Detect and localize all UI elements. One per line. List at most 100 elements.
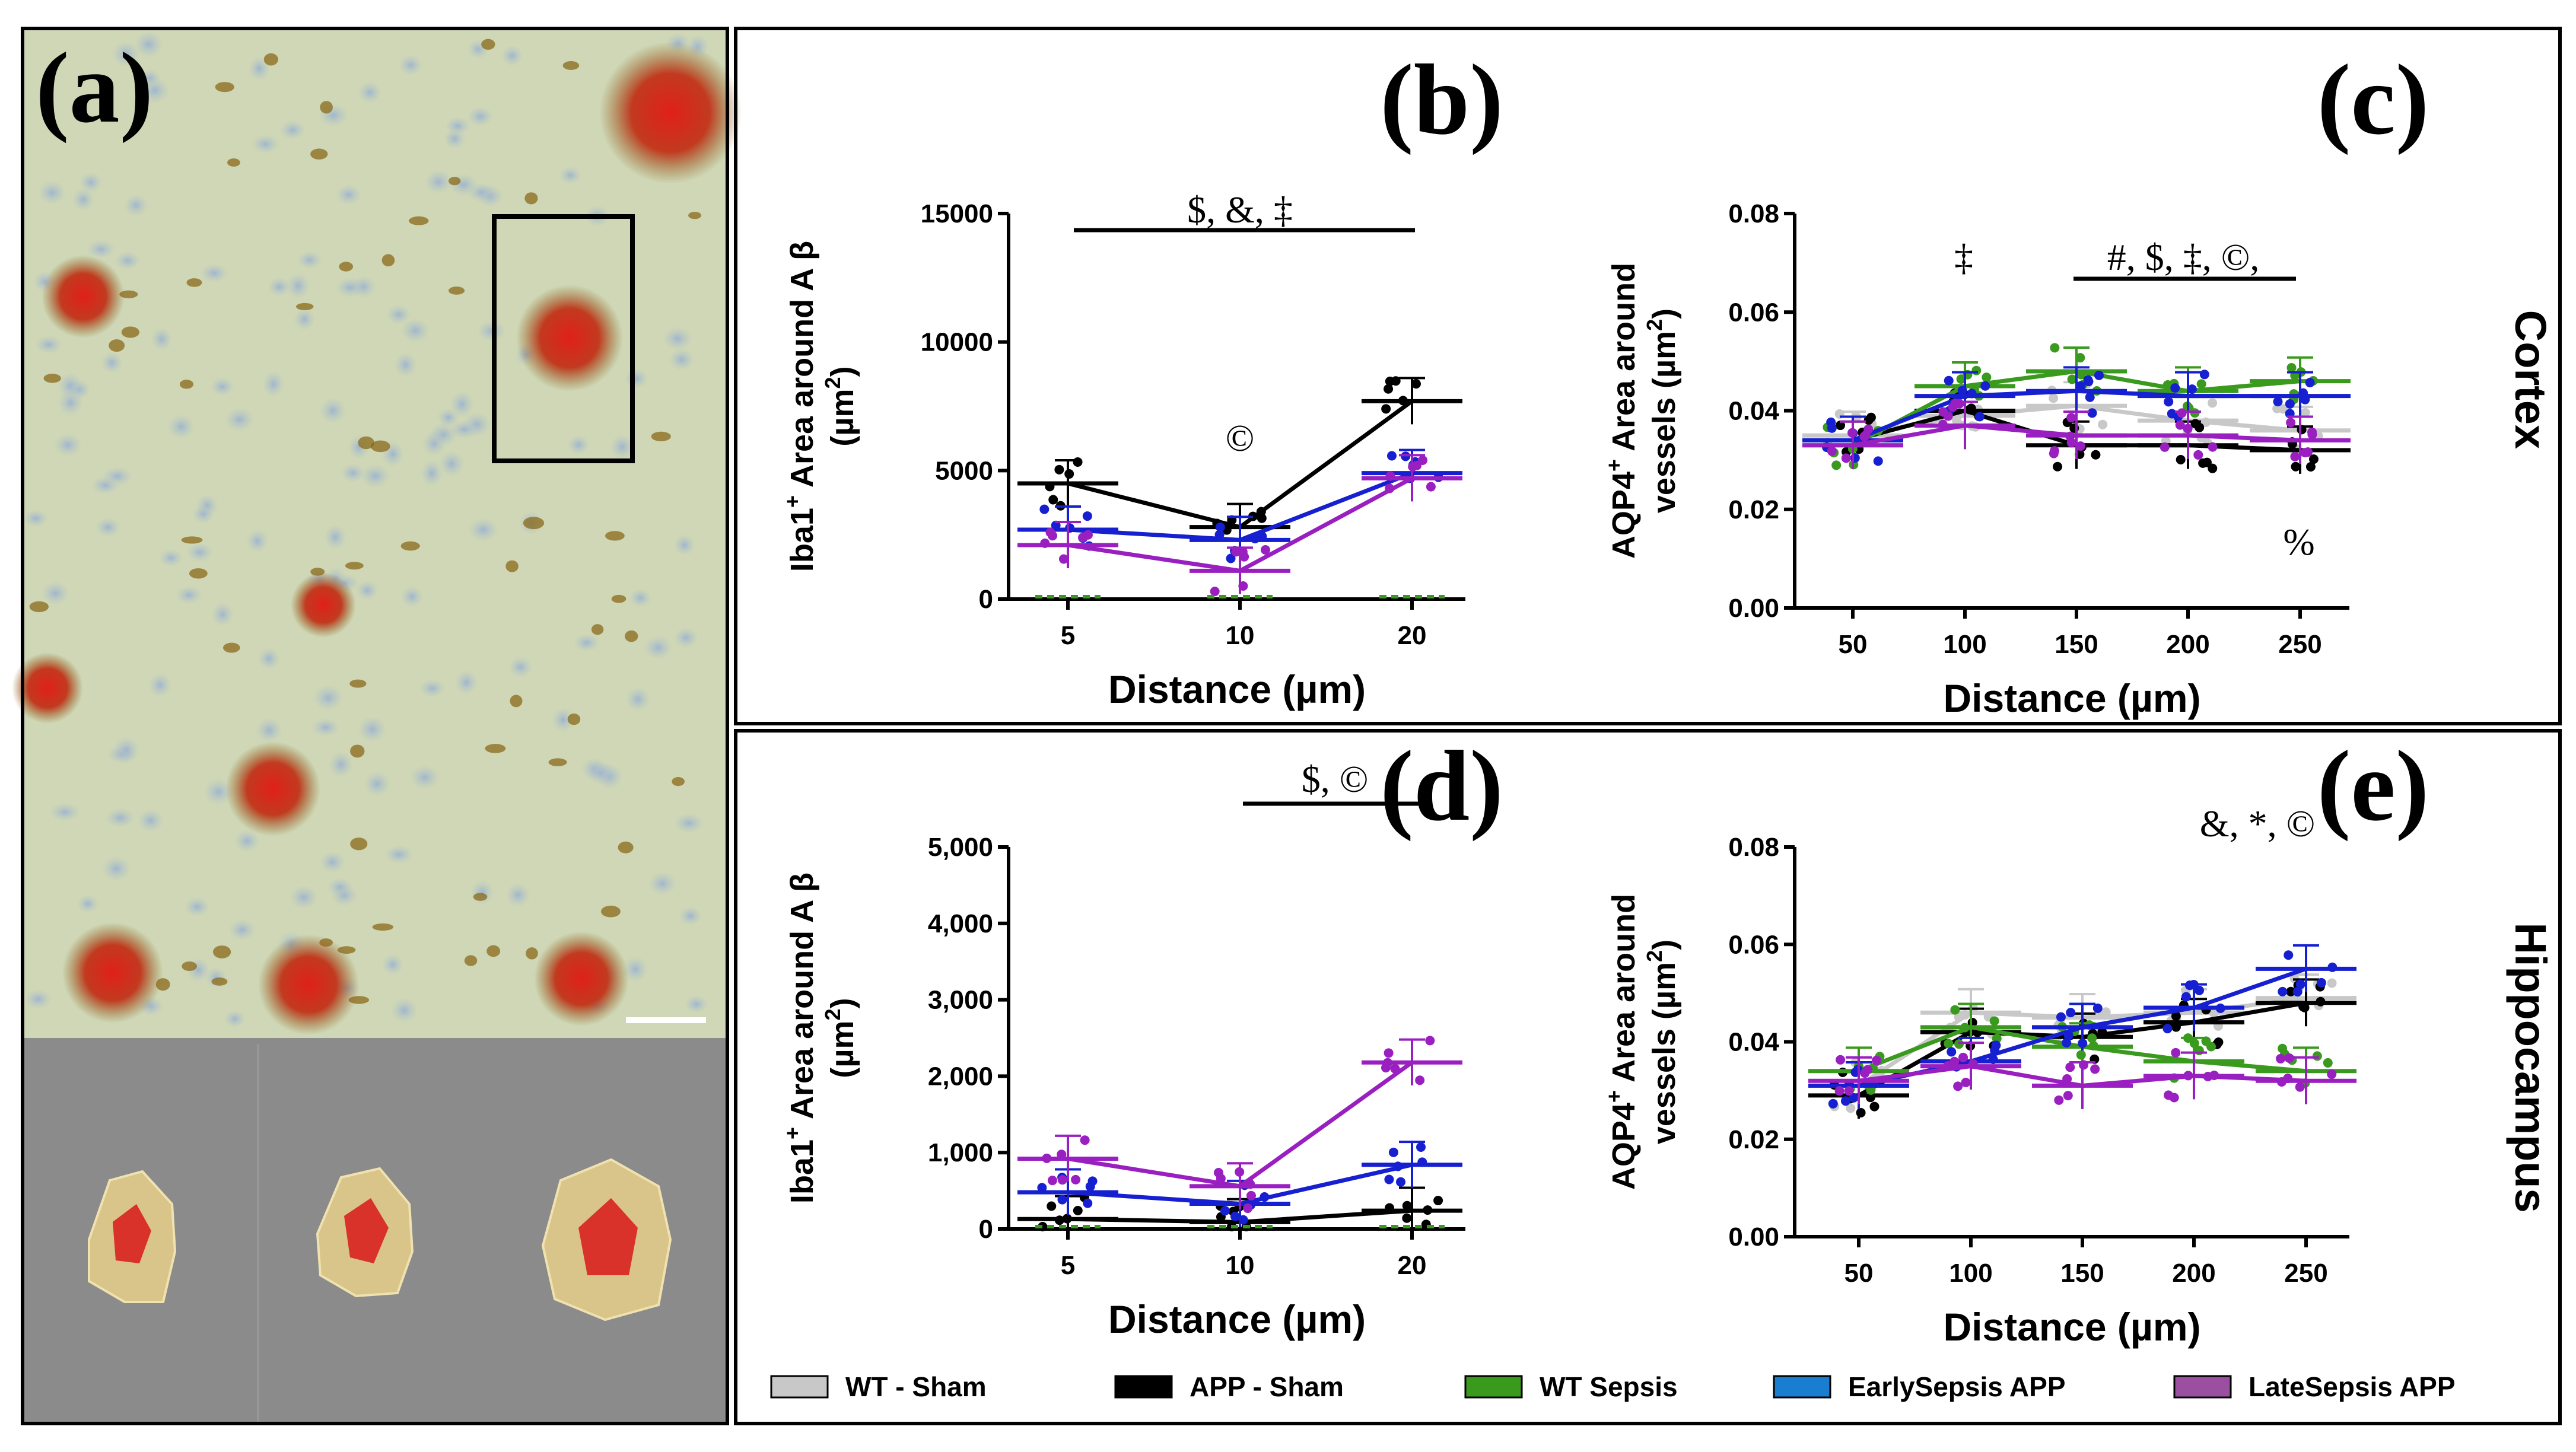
data-point bbox=[1982, 372, 1992, 383]
cell-nucleus bbox=[49, 803, 81, 822]
data-point bbox=[2075, 441, 2085, 451]
cell-nucleus bbox=[186, 542, 214, 562]
data-point bbox=[1231, 547, 1241, 557]
cell-nucleus bbox=[53, 433, 82, 457]
x-tick-label: 150 bbox=[2060, 1259, 2104, 1288]
data-point bbox=[1423, 1205, 1433, 1215]
data-point bbox=[2079, 1060, 2089, 1070]
data-point bbox=[2300, 448, 2310, 458]
data-point bbox=[1087, 1176, 1098, 1186]
chart-c: 0.00 0.02 0.04 0.06 0.08 50 100 150 200 250 Distan… bbox=[1602, 44, 2429, 720]
data-point bbox=[2170, 383, 2180, 393]
data-point bbox=[1961, 1078, 1971, 1088]
microglia-cell bbox=[339, 262, 354, 272]
cell-nucleus bbox=[419, 679, 446, 698]
amyloid-plaque bbox=[291, 572, 356, 638]
data-point bbox=[1408, 461, 1418, 472]
amyloid-plaque bbox=[599, 42, 742, 184]
data-point bbox=[2085, 392, 2095, 402]
cell-nucleus bbox=[390, 997, 418, 1024]
cell-nucleus bbox=[409, 765, 440, 790]
cell-nucleus bbox=[224, 1010, 246, 1028]
y-tick-label: 0 bbox=[979, 585, 993, 614]
legend-label: WT - Sham bbox=[845, 1371, 987, 1402]
microglia-cell bbox=[358, 436, 374, 450]
cell-nucleus bbox=[454, 670, 478, 695]
data-point bbox=[1958, 1052, 1968, 1062]
data-point bbox=[1836, 1055, 1846, 1065]
data-point bbox=[2290, 451, 2300, 461]
data-point bbox=[2090, 1064, 2100, 1074]
data-point bbox=[2298, 1002, 2308, 1012]
data-point bbox=[1384, 1174, 1394, 1184]
cell-nucleus bbox=[467, 106, 494, 127]
data-point bbox=[2285, 399, 2295, 409]
hippocampus-frame bbox=[734, 729, 2562, 1425]
microglia-cell bbox=[611, 594, 626, 603]
data-point bbox=[2199, 370, 2209, 380]
microglia-cell bbox=[370, 440, 390, 453]
x-tick-label: 150 bbox=[2055, 630, 2098, 659]
data-point bbox=[2298, 388, 2308, 398]
cell-nucleus bbox=[622, 956, 648, 983]
cell-nuclei-texture bbox=[23, 30, 709, 1028]
series-latesepsis-app bbox=[1808, 1042, 2356, 1109]
data-point bbox=[2098, 419, 2108, 429]
data-point bbox=[1425, 1036, 1435, 1046]
x-tick-label: 200 bbox=[2166, 630, 2209, 659]
data-point bbox=[1866, 412, 1876, 422]
region-label-cortex: Cortex bbox=[2506, 310, 2555, 449]
cell-nucleus bbox=[294, 308, 316, 330]
microglia-cell bbox=[548, 758, 567, 766]
cell-nucleus bbox=[285, 272, 310, 300]
legend-item: LateSepsis APP bbox=[2173, 1371, 2456, 1402]
y-tick-label: 10000 bbox=[921, 328, 993, 357]
data-point bbox=[1950, 399, 1960, 409]
cell-nucleus bbox=[115, 251, 141, 270]
data-point bbox=[1950, 1005, 1960, 1015]
panel-a-letter: (a) bbox=[36, 32, 153, 144]
microglia-cell bbox=[523, 517, 545, 530]
cell-nucleus bbox=[468, 517, 498, 542]
data-point bbox=[1938, 419, 1948, 429]
data-point bbox=[1082, 511, 1092, 521]
cell-nucleus bbox=[335, 277, 365, 298]
legend-swatch bbox=[1773, 1375, 1831, 1399]
cell-nucleus bbox=[175, 585, 203, 605]
data-point bbox=[1040, 538, 1050, 548]
data-point bbox=[1381, 404, 1391, 414]
data-point bbox=[2164, 397, 2174, 407]
data-point bbox=[2327, 962, 2338, 972]
data-point bbox=[1989, 1016, 1999, 1026]
legend-label: APP - Sham bbox=[1190, 1371, 1344, 1402]
cortex-frame bbox=[734, 27, 2562, 725]
data-point bbox=[1384, 1048, 1394, 1058]
significance-label: $, &, ‡ bbox=[1187, 189, 1293, 231]
data-point bbox=[1390, 1063, 1400, 1074]
data-point bbox=[2316, 996, 2326, 1007]
data-point bbox=[2076, 370, 2087, 380]
x-tick-label: 10 bbox=[1226, 1251, 1255, 1280]
data-point bbox=[2278, 1043, 2288, 1053]
panel-a: (a) bbox=[12, 27, 742, 1425]
data-point bbox=[1828, 1098, 1838, 1109]
data-point bbox=[1856, 1107, 1866, 1117]
cell-nucleus bbox=[340, 463, 365, 483]
microglia-cell bbox=[618, 841, 634, 854]
data-point bbox=[1220, 1206, 1230, 1216]
data-point bbox=[2087, 1033, 2097, 1043]
cell-nucleus bbox=[356, 580, 379, 601]
cell-nucleus bbox=[678, 906, 702, 926]
y-tick-label: 0 bbox=[979, 1215, 993, 1244]
data-point bbox=[1426, 482, 1436, 492]
microglia-cell bbox=[409, 216, 429, 225]
data-point bbox=[2295, 979, 2305, 989]
data-point bbox=[1869, 1101, 1879, 1112]
data-point bbox=[2171, 1022, 2181, 1032]
data-point bbox=[1944, 375, 1954, 386]
cell-nucleus bbox=[133, 30, 164, 58]
cell-nucleus bbox=[669, 348, 695, 371]
data-point bbox=[1952, 415, 1962, 425]
amyloid-plaque bbox=[258, 934, 359, 1035]
data-point bbox=[2162, 1024, 2173, 1034]
